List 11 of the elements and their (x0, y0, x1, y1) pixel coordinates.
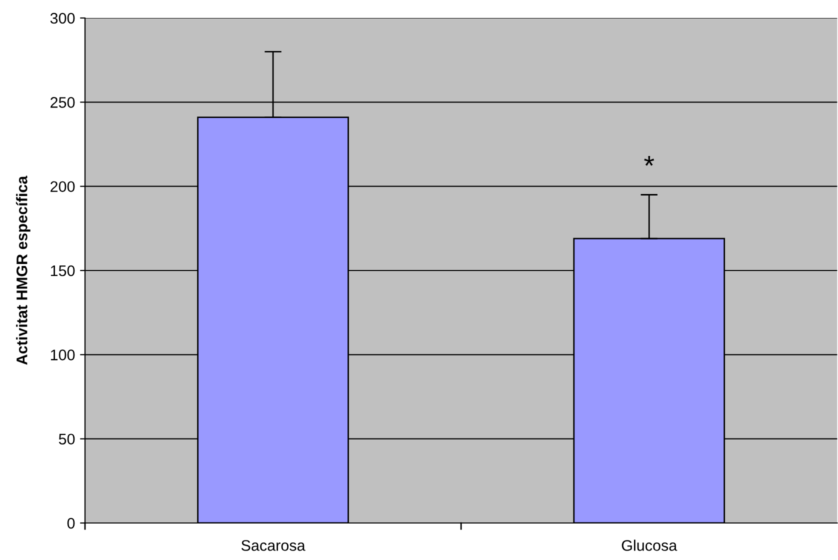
y-tick-label: 250 (50, 97, 75, 108)
y-tick-label: 50 (58, 434, 75, 445)
x-tick-label: Sacarosa (241, 540, 306, 551)
y-tick-label: 100 (50, 350, 75, 360)
y-tick-label: 150 (50, 265, 75, 276)
y-tick-label: 0 (67, 518, 75, 529)
x-tick-label: Glucosa (622, 540, 678, 551)
annotation: * (644, 156, 654, 166)
y-axis-title: Activitat HMGR específica (16, 176, 30, 365)
y-tick-label: 300 (50, 12, 75, 24)
y-tick-label: 200 (50, 181, 75, 192)
